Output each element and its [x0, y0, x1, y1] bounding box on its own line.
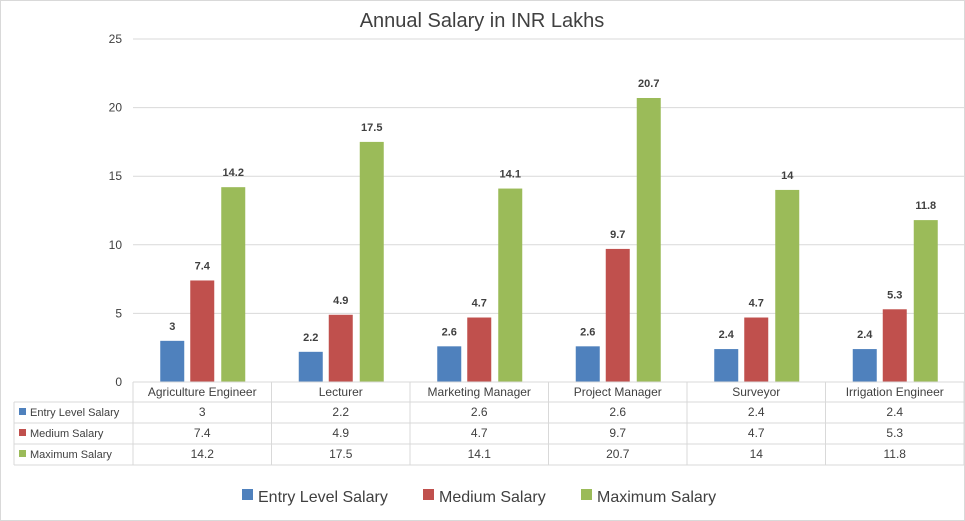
- legend-label: Medium Salary: [439, 489, 546, 506]
- bar-medium-salary: [744, 317, 769, 382]
- bar-entry-level-salary: [160, 340, 185, 382]
- data-label: 20.7: [638, 78, 659, 90]
- legend-key: [423, 489, 434, 500]
- data-label: 4.7: [749, 298, 764, 310]
- bar-medium-salary: [190, 280, 215, 382]
- y-tick-label: 0: [115, 375, 122, 389]
- bar-medium-salary: [467, 317, 492, 382]
- bar-entry-level-salary: [437, 346, 462, 382]
- y-tick-label: 10: [109, 238, 123, 252]
- table-legend-key: [19, 450, 26, 457]
- table-cell: 5.3: [886, 426, 903, 440]
- data-label: 14: [781, 170, 794, 182]
- table-cell: 17.5: [329, 447, 353, 461]
- legend-key: [581, 489, 592, 500]
- table-cell: 20.7: [606, 447, 630, 461]
- data-label: 9.7: [610, 229, 625, 241]
- table-cell: 3: [199, 405, 206, 419]
- data-label: 2.2: [303, 332, 318, 344]
- legend-key: [242, 489, 253, 500]
- x-tick-label: Irrigation Engineer: [846, 385, 944, 399]
- table-cell: 14.2: [191, 447, 215, 461]
- table-cell: 11.8: [884, 447, 907, 461]
- bar-entry-level-salary: [714, 349, 739, 382]
- bar-medium-salary: [882, 309, 907, 382]
- x-tick-label: Lecturer: [319, 385, 363, 399]
- bar-maximum-salary: [359, 141, 384, 382]
- bar-medium-salary: [328, 314, 353, 382]
- data-label: 2.6: [442, 326, 457, 338]
- bar-maximum-salary: [498, 188, 523, 382]
- bar-maximum-salary: [221, 187, 246, 382]
- table-cell: 4.9: [332, 426, 349, 440]
- table-cell: 14.1: [468, 447, 492, 461]
- y-tick-label: 5: [115, 306, 122, 320]
- data-label: 14.2: [223, 167, 244, 179]
- table-cell: 4.7: [748, 426, 765, 440]
- bar-entry-level-salary: [852, 349, 877, 382]
- x-tick-label: Marketing Manager: [428, 385, 531, 399]
- table-cell: 2.6: [471, 405, 488, 419]
- table-cell: 7.4: [194, 426, 211, 440]
- bar-entry-level-salary: [298, 351, 323, 382]
- y-tick-label: 25: [109, 32, 123, 46]
- bar-entry-level-salary: [575, 346, 600, 382]
- table-cell: 2.2: [332, 405, 349, 419]
- x-tick-label: Surveyor: [732, 385, 780, 399]
- table-cell: 4.7: [471, 426, 488, 440]
- data-label: 2.6: [580, 326, 595, 338]
- table-series-label: Maximum Salary: [30, 449, 112, 461]
- table-legend-key: [19, 429, 26, 436]
- bar-maximum-salary: [913, 220, 938, 382]
- table-cell: 14: [750, 447, 764, 461]
- data-label: 4.9: [333, 295, 348, 307]
- bar-maximum-salary: [636, 97, 661, 382]
- data-label: 2.4: [719, 329, 735, 341]
- legend-label: Entry Level Salary: [258, 489, 388, 506]
- data-label: 5.3: [887, 289, 902, 301]
- table-series-label: Entry Level Salary: [30, 407, 120, 419]
- chart-title: Annual Salary in INR Lakhs: [360, 10, 605, 32]
- data-label: 7.4: [195, 260, 211, 272]
- x-tick-label: Project Manager: [574, 385, 662, 399]
- bar-maximum-salary: [775, 189, 800, 382]
- y-tick-label: 20: [109, 101, 123, 115]
- data-label: 11.8: [915, 200, 936, 212]
- table-cell: 2.6: [609, 405, 626, 419]
- table-legend-key: [19, 408, 26, 415]
- data-label: 2.4: [857, 329, 873, 341]
- y-tick-label: 15: [109, 169, 123, 183]
- table-cell: 9.7: [609, 426, 626, 440]
- table-cell: 2.4: [748, 405, 765, 419]
- data-label: 3: [169, 321, 175, 333]
- data-label: 14.1: [500, 169, 521, 181]
- table-cell: 2.4: [886, 405, 903, 419]
- bar-medium-salary: [605, 248, 630, 382]
- data-label: 17.5: [361, 122, 382, 134]
- data-label: 4.7: [472, 298, 487, 310]
- table-series-label: Medium Salary: [30, 428, 104, 440]
- legend-label: Maximum Salary: [597, 489, 716, 506]
- x-tick-label: Agriculture Engineer: [148, 385, 257, 399]
